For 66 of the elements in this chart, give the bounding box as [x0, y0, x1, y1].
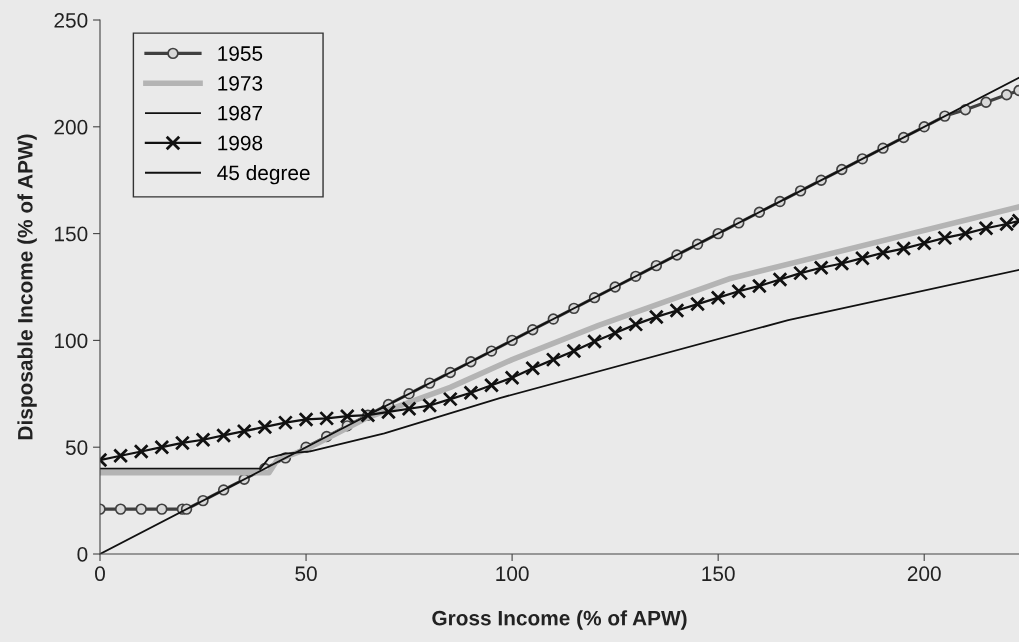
point: [813, 260, 829, 276]
x-tick-label: 150: [702, 566, 735, 582]
point: [133, 443, 149, 460]
point: [319, 410, 335, 426]
point: [380, 404, 397, 420]
y-axis-title: Disposable Income (% of APW): [17, 134, 37, 440]
point: [114, 503, 127, 515]
point: [112, 448, 129, 464]
point: [525, 360, 541, 376]
point: [689, 296, 706, 312]
y-tick-label: 100: [55, 333, 88, 349]
point: [298, 411, 314, 428]
point: [154, 439, 170, 455]
point: [257, 419, 273, 435]
legend-label: 1955: [218, 46, 263, 61]
point: [916, 235, 932, 251]
point: [586, 333, 603, 350]
point: [772, 271, 788, 288]
x-axis-title: Gross Income (% of APW): [432, 610, 687, 630]
x-tick-label: 0: [95, 566, 105, 582]
point: [483, 377, 500, 393]
point: [504, 370, 520, 386]
point: [215, 427, 232, 444]
x-tick-label: 200: [907, 566, 941, 582]
legend-label: 1987: [218, 105, 263, 121]
point: [937, 230, 953, 246]
point: [710, 290, 726, 306]
point: [566, 343, 582, 359]
point: [628, 316, 644, 333]
point: [854, 250, 871, 266]
point: [895, 240, 912, 257]
point: [135, 503, 147, 515]
y-tick-label: 150: [55, 226, 88, 242]
point: [792, 265, 809, 281]
point: [156, 503, 168, 515]
point: [669, 302, 685, 319]
point: [751, 278, 768, 294]
y-tick-label: 50: [65, 440, 88, 455]
x-tick-label: 100: [496, 566, 529, 582]
point: [174, 435, 191, 451]
legend-label: 1998: [218, 135, 263, 151]
point: [236, 423, 252, 439]
point: [875, 245, 891, 261]
point: [545, 351, 561, 368]
legend-label: 45 degree: [217, 164, 310, 185]
point: [607, 325, 623, 341]
y-tick-label: 200: [54, 119, 88, 135]
point: [834, 255, 850, 272]
legend-label: 1973: [218, 75, 263, 91]
point: [957, 225, 974, 242]
point: [980, 96, 992, 108]
point: [463, 385, 479, 401]
point: [1000, 89, 1013, 101]
x-tick-label: 50: [295, 566, 317, 582]
point: [401, 401, 417, 417]
point: [442, 391, 458, 407]
point: [339, 408, 355, 424]
y-tick-label: 0: [77, 547, 88, 562]
point: [277, 415, 294, 431]
point: [978, 220, 994, 236]
point: [195, 432, 211, 448]
point: [648, 309, 664, 325]
point: [999, 216, 1015, 232]
point: [731, 283, 747, 299]
y-tick-label: 250: [54, 13, 88, 28]
point: [422, 397, 438, 414]
